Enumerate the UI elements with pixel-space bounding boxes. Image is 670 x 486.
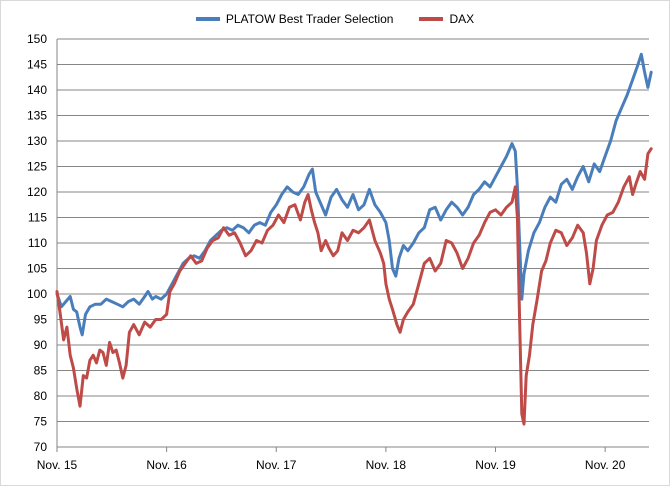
legend-item-dax: DAX	[419, 12, 474, 26]
x-tick-label-4: Nov. 19	[475, 458, 516, 472]
y-tick-label-70: 70	[34, 440, 48, 454]
y-tick-label-80: 80	[34, 389, 48, 403]
y-tick-label-135: 135	[27, 109, 47, 123]
y-tick-label-100: 100	[27, 287, 47, 301]
legend-label-platow: PLATOW Best Trader Selection	[225, 12, 394, 26]
x-tick-label-2: Nov. 17	[256, 458, 297, 472]
legend-swatch-dax	[419, 17, 444, 21]
y-tick-label-115: 115	[28, 211, 47, 225]
x-tick-label-5: Nov. 20	[585, 458, 626, 472]
y-tick-label-125: 125	[27, 160, 47, 174]
y-tick-label-150: 150	[27, 32, 47, 46]
y-tick-label-130: 130	[27, 134, 47, 148]
x-tick-label-3: Nov. 18	[366, 458, 407, 472]
series-line-platow	[55, 52, 653, 337]
x-tick-label-0: Nov. 15	[37, 458, 78, 472]
legend-item-platow: PLATOW Best Trader Selection	[195, 12, 394, 26]
y-tick-label-85: 85	[34, 364, 48, 378]
legend: PLATOW Best Trader Selection DAX	[1, 12, 669, 26]
x-tick-label-1: Nov. 16	[146, 458, 187, 472]
y-tick-label-95: 95	[34, 313, 48, 327]
y-tick-label-145: 145	[27, 58, 47, 72]
y-tick-label-90: 90	[34, 338, 48, 352]
y-tick-label-120: 120	[27, 185, 47, 199]
y-tick-label-75: 75	[34, 415, 48, 429]
series-line-dax	[55, 147, 653, 426]
legend-swatch-platow	[195, 17, 220, 21]
legend-label-dax: DAX	[449, 12, 475, 26]
y-tick-label-105: 105	[27, 262, 47, 276]
y-tick-label-110: 110	[28, 236, 47, 250]
y-tick-label-140: 140	[27, 83, 47, 97]
